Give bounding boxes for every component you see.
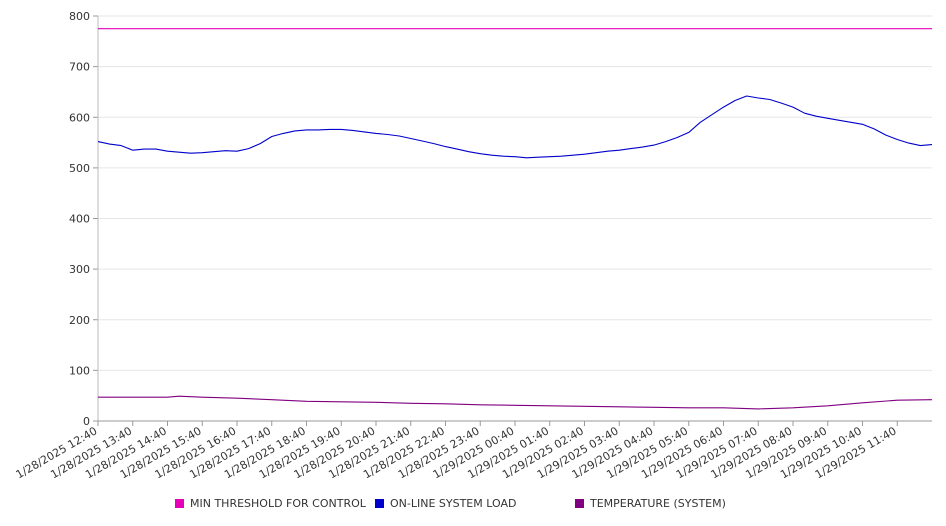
legend-swatch	[575, 499, 584, 508]
series-line	[98, 395, 933, 410]
y-tick-label: 300	[69, 263, 90, 276]
legend-swatch	[375, 499, 384, 508]
legend-item: ON-LINE SYSTEM LOAD	[375, 497, 516, 510]
legend-label: ON-LINE SYSTEM LOAD	[390, 497, 517, 510]
y-tick-label: 200	[69, 314, 90, 327]
y-tick-label: 0	[83, 415, 90, 428]
legend-label: TEMPERATURE (SYSTEM)	[590, 497, 726, 510]
y-tick-label: 500	[69, 162, 90, 175]
legend-item: TEMPERATURE (SYSTEM)	[575, 497, 726, 510]
legend-label: MIN THRESHOLD FOR CONTROL	[190, 497, 366, 510]
legend-item: MIN THRESHOLD FOR CONTROL	[175, 497, 366, 510]
legend: MIN THRESHOLD FOR CONTROL ON-LINE SYSTEM …	[0, 497, 946, 517]
series-line	[97, 95, 933, 159]
y-tick-label: 400	[69, 213, 90, 226]
legend-swatch	[175, 499, 184, 508]
y-tick-label: 100	[69, 364, 90, 377]
y-tick-label: 800	[69, 10, 90, 23]
y-tick-label: 600	[69, 111, 90, 124]
y-tick-label: 700	[69, 61, 90, 74]
